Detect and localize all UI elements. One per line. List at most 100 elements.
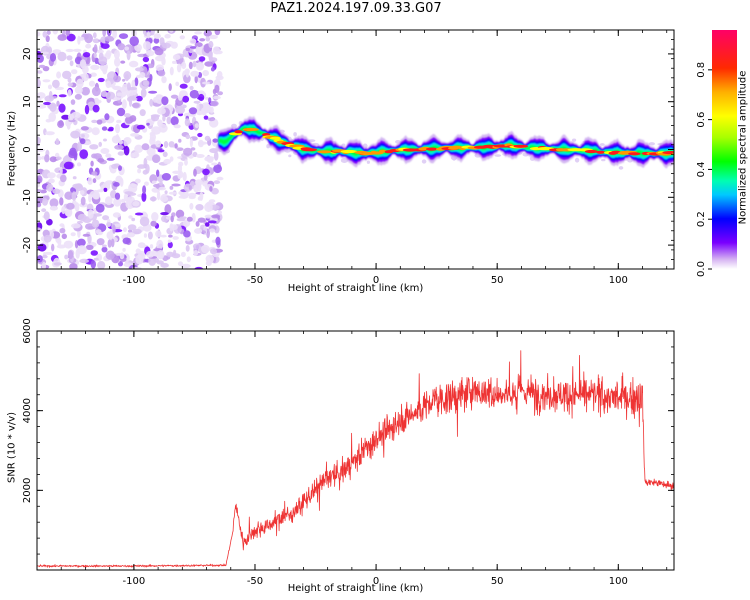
noise-speckle: [168, 141, 175, 148]
noise-speckle: [91, 119, 98, 124]
noise-speckle: [184, 159, 188, 166]
noise-speckle: [116, 92, 123, 97]
noise-speckle: [57, 34, 67, 41]
noise-speckle: [164, 190, 168, 195]
noise-speckle: [72, 183, 83, 189]
noise-speckle: [160, 196, 169, 202]
noise-speckle: [106, 30, 112, 37]
noise-speckle: [201, 81, 211, 85]
noise-speckle: [168, 234, 173, 238]
noise-speckle: [195, 154, 205, 158]
noise-speckle: [157, 107, 166, 115]
noise-speckle: [129, 36, 139, 47]
noise-speckle: [67, 77, 72, 83]
noise-speckle: [80, 126, 89, 131]
noise-speckle: [66, 202, 75, 210]
noise-speckle: [71, 223, 81, 229]
noise-speckle: [208, 34, 218, 40]
noise-speckle: [90, 72, 97, 77]
noise-speckle: [189, 38, 197, 45]
noise-speckle: [134, 144, 144, 153]
noise-speckle: [210, 66, 215, 72]
noise-speckle: [91, 171, 98, 176]
noise-speckle: [159, 37, 165, 46]
noise-speckle: [154, 47, 164, 56]
spectrogram-y-tick-label: 10: [22, 95, 33, 108]
noise-speckle: [49, 198, 59, 208]
noise-speckle: [114, 144, 124, 150]
noise-speckle: [37, 156, 42, 161]
noise-speckle: [185, 69, 190, 78]
noise-speckle: [203, 103, 211, 112]
ridge-layer: [218, 116, 674, 169]
noise-speckle: [160, 262, 169, 268]
noise-speckle: [55, 138, 59, 146]
spectrogram-y-tick-label: 0: [22, 146, 33, 152]
noise-speckle: [118, 165, 122, 171]
noise-speckle: [105, 153, 112, 158]
noise-speckle: [117, 43, 126, 51]
noise-speckle: [96, 189, 104, 193]
noise-speckle: [175, 81, 180, 87]
ridge-hot-spot: [269, 136, 281, 140]
colorbar-tick-label: 0.8: [696, 62, 707, 78]
noise-speckle: [177, 261, 184, 267]
noise-speckle: [181, 263, 191, 269]
noise-speckle: [209, 186, 213, 192]
noise-speckle: [48, 178, 55, 184]
noise-speckle: [42, 254, 48, 259]
noise-speckle: [121, 99, 127, 110]
noise-speckle: [105, 250, 115, 260]
noise-speckle: [155, 230, 162, 238]
noise-speckle: [53, 262, 62, 266]
noise-speckle: [150, 114, 161, 118]
noise-speckle: [197, 132, 203, 138]
noise-speckle: [156, 239, 164, 250]
noise-speckle: [193, 250, 199, 256]
noise-speckle: [142, 213, 148, 218]
noise-speckle: [148, 90, 158, 94]
noise-speckle: [92, 178, 97, 184]
noise-speckle: [170, 215, 174, 223]
noise-speckle: [215, 236, 221, 246]
noise-speckle: [72, 176, 77, 180]
noise-speckle: [156, 190, 161, 201]
noise-speckle: [159, 181, 163, 186]
noise-speckle: [185, 134, 191, 140]
noise-speckle: [57, 120, 65, 128]
noise-speckle: [176, 147, 184, 151]
noise-speckle: [191, 212, 196, 223]
noise-speckle: [112, 224, 116, 234]
noise-speckle: [212, 46, 221, 55]
noise-speckle: [178, 195, 188, 199]
ridge-halo-speckle: [618, 166, 624, 170]
noise-speckle: [147, 231, 153, 240]
noise-speckle: [61, 206, 66, 215]
noise-speckle: [52, 79, 60, 89]
noise-speckle: [169, 156, 174, 162]
noise-speckle: [149, 98, 154, 107]
noise-speckle: [125, 199, 135, 210]
snr-y-tick-label: 4000: [22, 398, 33, 423]
noise-speckle: [96, 119, 103, 125]
noise-speckle: [128, 215, 133, 219]
noise-speckle: [116, 119, 122, 124]
noise-speckle: [37, 31, 41, 37]
noise-speckle: [57, 51, 67, 62]
noise-speckle: [136, 75, 142, 78]
noise-speckle: [178, 94, 183, 101]
noise-speckle: [210, 100, 219, 107]
noise-speckle: [46, 30, 51, 35]
noise-speckle: [189, 202, 194, 210]
noise-speckle: [68, 150, 78, 159]
noise-speckle: [153, 37, 160, 44]
noise-speckle: [118, 139, 124, 145]
colorbar-tick-label: 0.4: [696, 161, 707, 177]
noise-speckle: [49, 53, 57, 62]
noise-speckle: [89, 144, 99, 150]
noise-speckle: [142, 80, 149, 87]
noise-speckle: [131, 217, 136, 222]
noise-speckle: [100, 148, 110, 154]
noise-speckle: [195, 221, 200, 227]
